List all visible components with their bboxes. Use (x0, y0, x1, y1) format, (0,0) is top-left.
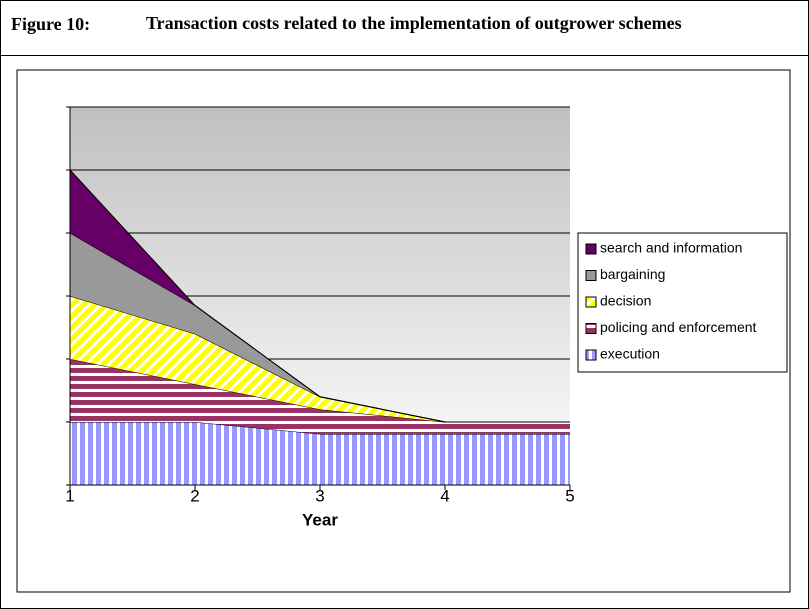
legend-box (577, 232, 788, 373)
legend-swatch (585, 323, 597, 334)
legend-swatch (585, 243, 597, 255)
x-tick-label: 2 (190, 486, 199, 505)
figure-label: Figure 10: (11, 14, 91, 34)
legend-label: execution (600, 346, 660, 362)
x-tick-label: 3 (315, 486, 324, 505)
legend-label: decision (600, 293, 651, 309)
x-tick-label: 4 (440, 486, 449, 505)
x-axis-label: Year (302, 510, 338, 529)
area-edge (69, 169, 570, 423)
figure-title: Transaction costs related to the impleme… (146, 13, 682, 33)
area (70, 422, 570, 485)
legend-swatch (585, 270, 597, 281)
area (70, 359, 570, 434)
x-tick-label: 5 (565, 486, 574, 505)
legend-swatch (585, 349, 597, 361)
legend-label: policing and enforcement (600, 319, 757, 335)
x-tick-label: 1 (65, 486, 74, 505)
figure-header: Figure 10: Transaction costs related to … (1, 1, 808, 56)
legend-swatch (585, 296, 597, 308)
legend-label: search and information (600, 240, 742, 256)
legend-label: bargaining (600, 266, 665, 282)
